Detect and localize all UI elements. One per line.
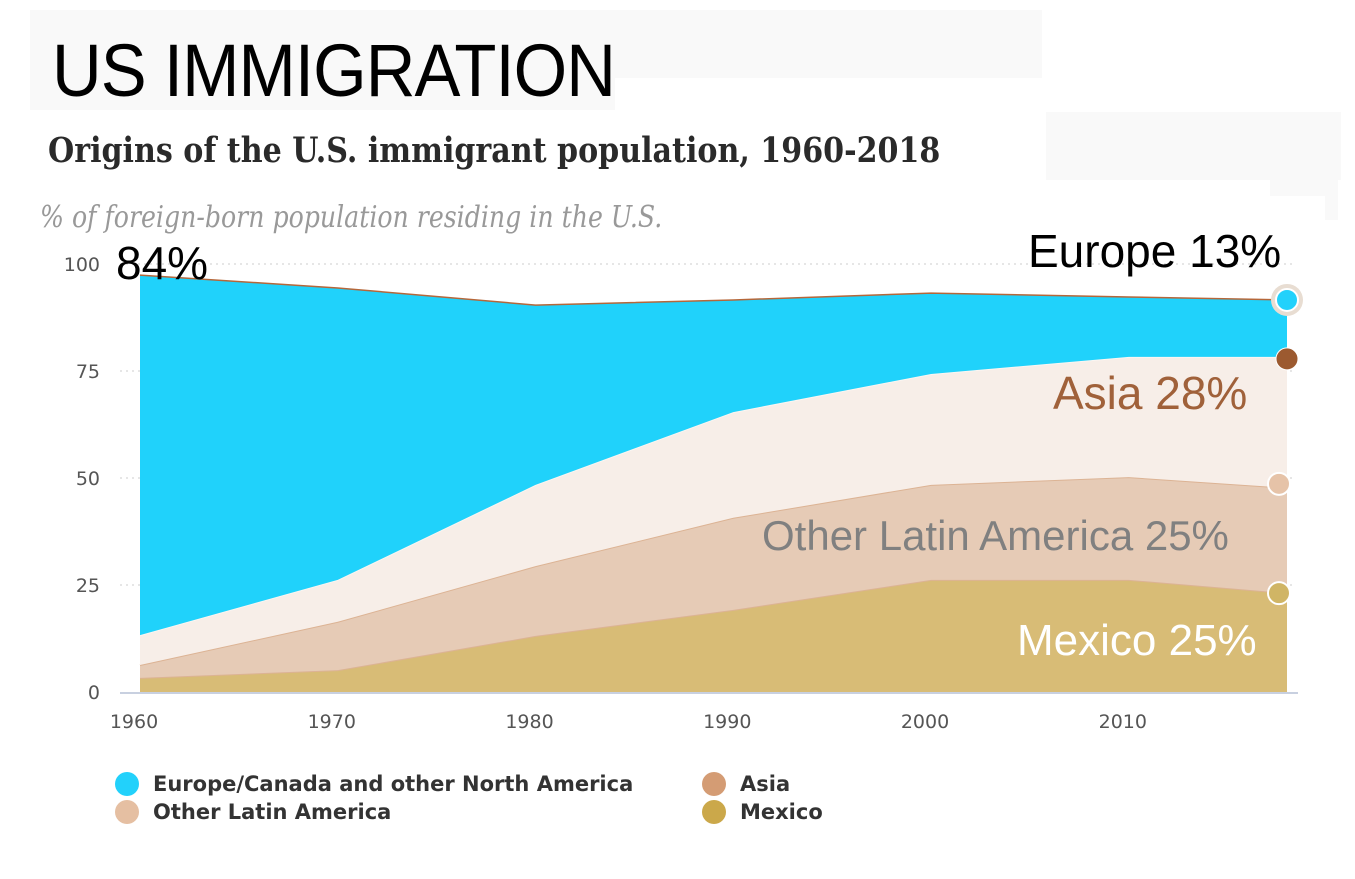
x-tick-label: 1980 xyxy=(505,711,553,733)
x-tick-label: 1990 xyxy=(703,711,751,733)
annotation-europe-1960: 84% xyxy=(116,237,209,289)
endpoint-europe xyxy=(1275,287,1299,312)
legend-item-asia[interactable]: Asia xyxy=(702,772,790,796)
background-patch xyxy=(1046,112,1341,180)
x-tick-label: 1960 xyxy=(110,711,158,733)
x-tick-label: 1970 xyxy=(308,711,356,733)
annotation-europe-2018: Europe 13% xyxy=(1028,225,1282,277)
series-line xyxy=(139,274,1288,306)
annotation-other-latin-america-2018: Other Latin America 25% xyxy=(762,512,1229,559)
legend-label: Other Latin America xyxy=(153,800,392,824)
y-tick-label: 25 xyxy=(76,575,100,597)
endpoint-mexico xyxy=(1267,581,1291,606)
x-tick-label: 2000 xyxy=(901,711,949,733)
background-patch xyxy=(30,10,1042,78)
annotation-box xyxy=(740,196,1325,274)
annotation-asia-2018: Asia 28% xyxy=(1053,367,1248,419)
y-tick-label: 100 xyxy=(64,254,100,276)
legend-label: Asia xyxy=(740,772,791,796)
legend-label: Mexico xyxy=(740,800,823,824)
y-tick-label: 50 xyxy=(76,468,100,490)
chart-subtitle: Origins of the U.S. immigrant population… xyxy=(48,130,941,171)
area-asia xyxy=(140,356,1287,666)
endpoint-other-latin-america xyxy=(1267,471,1291,496)
area-europe-canada-and-other-north-america xyxy=(140,275,1287,636)
page-title: US IMMIGRATION xyxy=(52,29,616,112)
legend-swatch-icon xyxy=(702,800,726,824)
legend-item-mexico[interactable]: Mexico xyxy=(702,800,823,824)
annotation-mexico-2018: Mexico 25% xyxy=(1017,616,1257,665)
legend-label: Europe/Canada and other North America xyxy=(153,772,634,796)
legend-item-other-latin-america[interactable]: Other Latin America xyxy=(115,800,391,824)
legend-swatch-icon xyxy=(702,772,726,796)
legend-item-europe[interactable]: Europe/Canada and other North America xyxy=(115,772,633,796)
background-patch xyxy=(30,78,615,110)
legend-swatch-icon xyxy=(115,772,139,796)
legend-swatch-icon xyxy=(115,800,139,824)
x-tick-label: 2010 xyxy=(1099,711,1147,733)
y-axis-label: % of foreign-born population residing in… xyxy=(40,200,663,235)
y-tick-label: 0 xyxy=(88,682,100,704)
area-other-latin-america xyxy=(140,477,1287,678)
area-mexico xyxy=(140,579,1287,692)
endpoint-asia xyxy=(1275,347,1299,371)
y-tick-label: 75 xyxy=(76,361,100,383)
